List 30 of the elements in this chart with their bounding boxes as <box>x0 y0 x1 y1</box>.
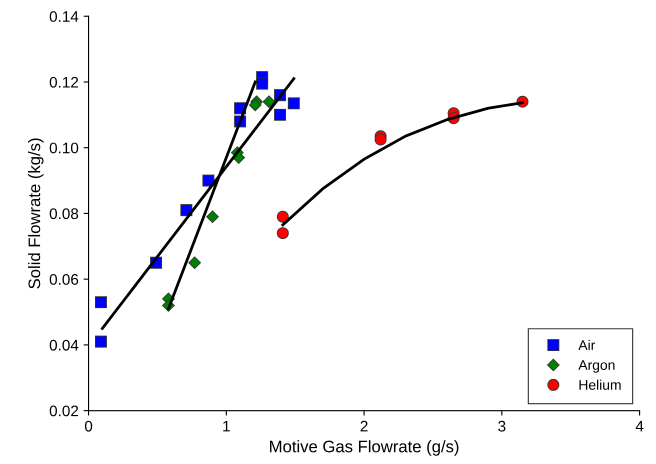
point <box>288 97 300 110</box>
point <box>276 227 289 240</box>
point <box>256 78 268 90</box>
x-tick-label: 0 <box>84 420 92 432</box>
point <box>274 108 286 121</box>
y-tick-label: 0.12 <box>50 76 78 88</box>
point <box>374 134 387 146</box>
legend-label: Argon <box>578 360 614 373</box>
point <box>202 174 214 187</box>
point <box>188 256 201 270</box>
y-axis-title: Solid Flowrate (kg/s) <box>28 138 44 289</box>
y-tick-label: 0.08 <box>50 208 78 220</box>
point <box>94 336 107 348</box>
x-axis-title: Motive Gas Flowrate (g/s) <box>270 440 458 456</box>
point <box>206 210 219 224</box>
y-tick-label: 0.02 <box>50 406 78 416</box>
x-tick-label: 3 <box>498 420 506 432</box>
point <box>276 210 289 223</box>
x-tick-label: 1 <box>223 420 230 432</box>
x-tick-label: 2 <box>360 420 368 432</box>
legend-label: Air <box>578 340 596 350</box>
point <box>94 296 107 308</box>
point <box>248 98 262 112</box>
y-tick-label: 0.10 <box>50 142 78 154</box>
point <box>262 95 276 108</box>
legend-label: Helium <box>579 380 621 390</box>
y-tick-label: 0.14 <box>50 11 78 22</box>
y-tick-label: 0.06 <box>50 274 78 285</box>
y-tick-label: 0.04 <box>50 340 78 351</box>
x-tick-label: 4 <box>636 420 644 432</box>
